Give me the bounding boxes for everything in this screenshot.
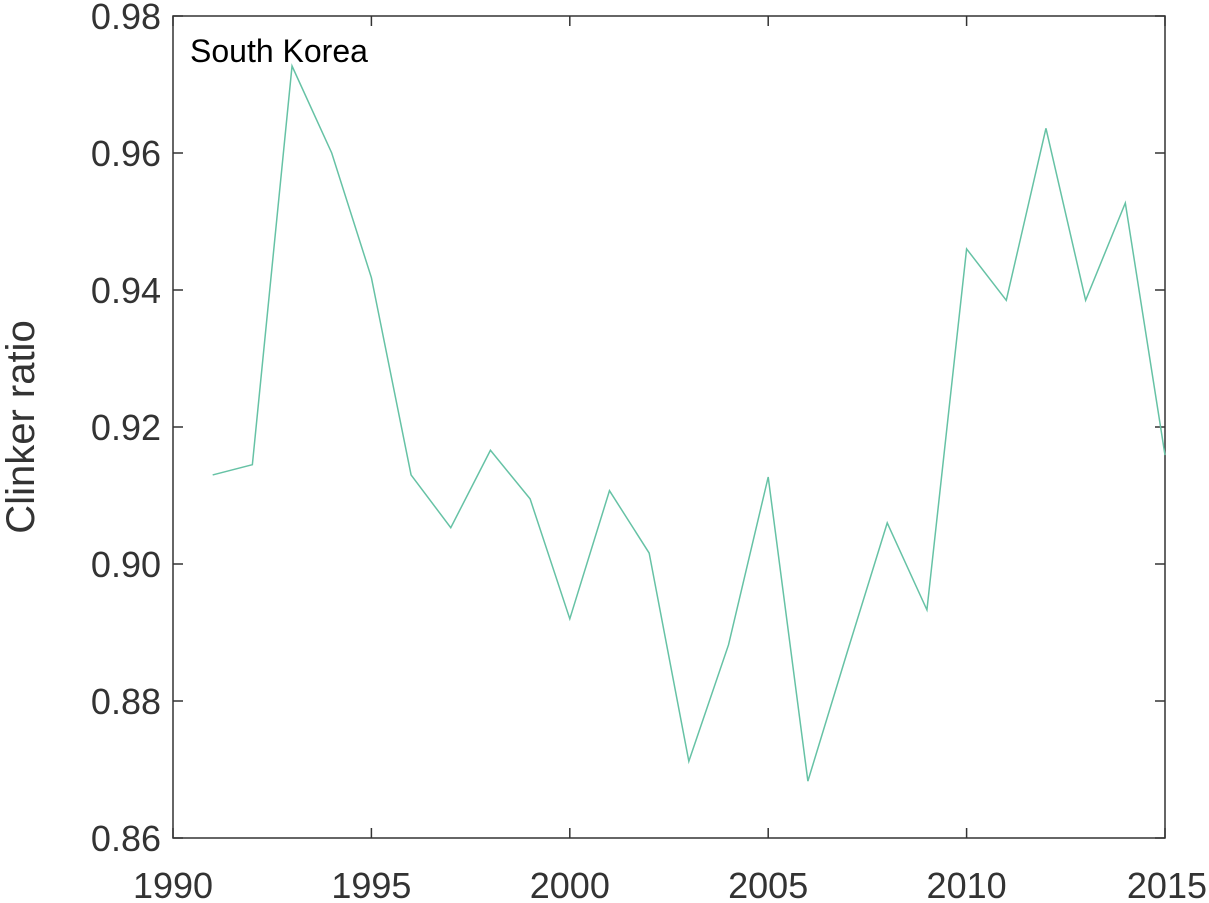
plot-frame [172, 15, 1166, 839]
x-tick-label: 1990 [133, 865, 213, 903]
x-tick-label: 1995 [331, 865, 411, 903]
x-tick-label: 2000 [530, 865, 610, 903]
y-axis-label: Clinker ratio [0, 320, 43, 533]
y-tick-label: 0.92 [91, 407, 161, 448]
annotation: South Korea [190, 33, 368, 69]
y-tick-label: 0.98 [91, 0, 161, 37]
y-tick-label: 0.94 [91, 270, 161, 311]
data-line [212, 63, 1166, 782]
y-tick-label: 0.88 [91, 681, 161, 722]
y-tick-label: 0.90 [91, 544, 161, 585]
x-tick-label: 2015 [1127, 865, 1207, 903]
y-tick-label: 0.86 [91, 818, 161, 859]
y-tick-label: 0.96 [91, 133, 161, 174]
x-tick-label: 2010 [927, 865, 1007, 903]
x-tick-label: 2005 [728, 865, 808, 903]
